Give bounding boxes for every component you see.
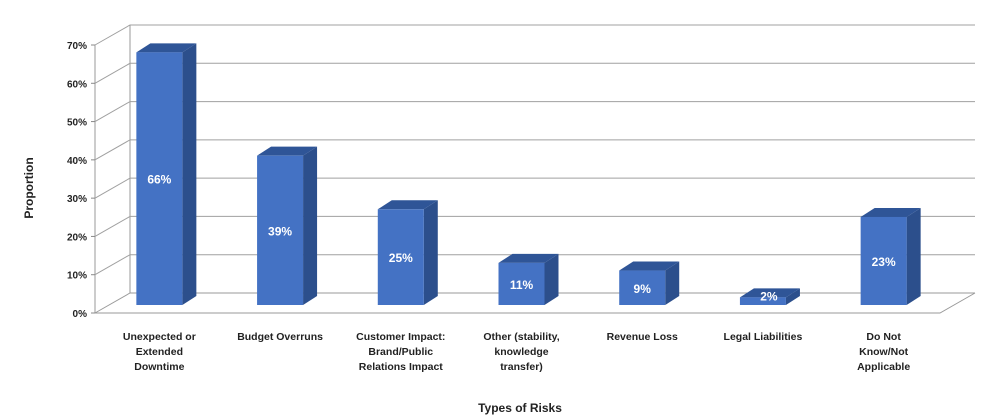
category-label: Do Not Know/Not Applicable [857, 331, 910, 373]
bar [860, 207, 921, 305]
bar-front-face [860, 216, 907, 305]
x-axis-categories: Unexpected or Extended Downtime Budget Over… [123, 331, 910, 373]
x-axis-title: Types of Risks [478, 401, 562, 415]
bar-top-face [257, 146, 318, 156]
bar-top-face [136, 43, 197, 53]
y-tick-label: 0% [73, 309, 88, 320]
bar-front-face [619, 270, 666, 305]
data-label: 23% [872, 255, 896, 269]
bar-side-face [785, 288, 800, 305]
bar-front-face [739, 297, 786, 305]
category-label: Other (stability, knowledge transfer) [483, 331, 559, 373]
y-tick-label: 60% [67, 79, 87, 90]
bar [257, 146, 318, 305]
data-label: 39% [268, 224, 292, 238]
bar-top-face [739, 288, 800, 298]
bar [136, 43, 197, 306]
chart-walls [94, 25, 976, 314]
bars: 66% 39% 25% 11% 9% 2% 23% [136, 43, 921, 306]
data-label: 2% [760, 290, 778, 304]
bar [739, 288, 800, 305]
category-label: Budget Overruns [237, 331, 323, 343]
category-label: Unexpected or Extended Downtime [123, 331, 196, 373]
bar-front-face [498, 262, 545, 305]
y-tick-label: 70% [67, 41, 87, 52]
bar-top-face [619, 261, 680, 271]
bar-side-face [906, 207, 921, 305]
category-label: Customer Impact: Brand/Public Relations Im… [356, 331, 445, 373]
bar-front-face [257, 155, 304, 305]
bar-side-face [303, 146, 318, 305]
bar [619, 261, 680, 305]
y-tick-label: 50% [67, 118, 87, 129]
bar [498, 253, 559, 305]
floor-front-edge [95, 292, 976, 314]
gridline [94, 62, 975, 84]
bar-side-face [544, 253, 559, 305]
y-tick-label: 30% [67, 194, 87, 205]
bar-front-face [377, 209, 424, 305]
y-axis-ticks: 0% 10% 20% 30% 40% 50% 60% 70% [67, 41, 95, 320]
data-label: 66% [147, 173, 171, 187]
data-label: 9% [634, 282, 652, 296]
bar-front-face [136, 52, 183, 305]
bar [377, 200, 438, 305]
bar-side-face [182, 43, 197, 306]
y-tick-label: 10% [67, 271, 87, 282]
bar-top-face [498, 253, 559, 263]
bar-side-face [665, 261, 680, 305]
gridline [94, 177, 975, 199]
bar-side-face [423, 200, 438, 305]
gridlines [94, 24, 975, 276]
bar-top-face [377, 200, 438, 210]
gridline [94, 139, 975, 161]
gridline [94, 24, 975, 46]
gridline [94, 215, 975, 237]
bar-top-face [860, 207, 921, 217]
category-label: Revenue Loss [607, 331, 678, 343]
data-label: 11% [510, 278, 534, 292]
y-tick-label: 40% [67, 156, 87, 167]
category-label: Legal Liabilities [724, 331, 803, 343]
y-tick-label: 20% [67, 232, 87, 243]
gridline [94, 101, 975, 123]
data-label: 25% [389, 251, 413, 265]
gridline [94, 254, 975, 276]
y-axis-title: Proportion [22, 157, 36, 218]
